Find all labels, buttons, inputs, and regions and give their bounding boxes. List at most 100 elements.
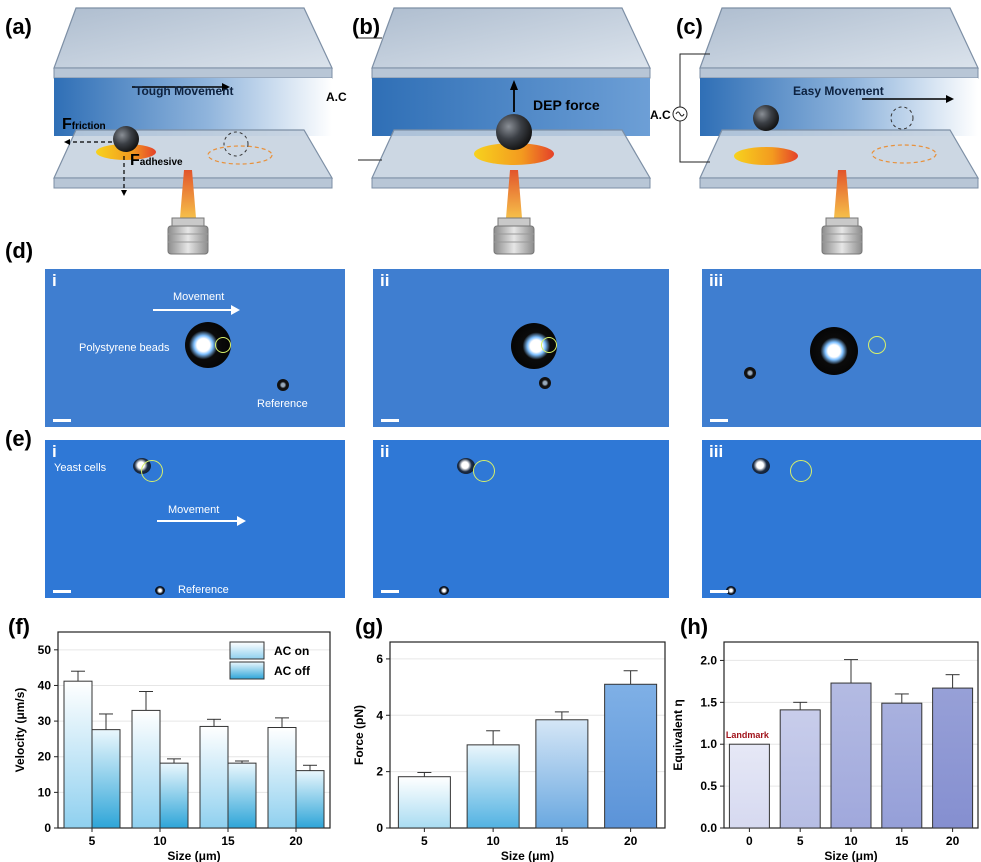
- y-tick-label: 0: [376, 821, 383, 835]
- bar: [159, 762, 189, 829]
- y-tick-label: 50: [38, 643, 52, 657]
- yeast-cells-label: Yeast cells: [54, 462, 107, 474]
- y-tick-label: 0.0: [700, 821, 717, 835]
- panel-label-a: (a): [5, 14, 32, 39]
- movement-arrow: [157, 520, 239, 522]
- legend-label-ac-on: AC on: [274, 644, 309, 658]
- schematic-b: [358, 7, 652, 255]
- bar: [604, 683, 658, 829]
- plot-frame: [57, 631, 331, 829]
- bar: [728, 743, 770, 829]
- adhesive-subscript: adhesive: [139, 157, 183, 168]
- adhesive-force-symbol: F: [130, 152, 140, 169]
- friction-subscript: friction: [71, 121, 106, 132]
- bar: [932, 687, 974, 829]
- reference-particle: [439, 586, 449, 595]
- y-tick-label: 2: [376, 765, 383, 779]
- ac-wiring-c: [672, 53, 710, 163]
- x-tick-label: 20: [946, 834, 960, 848]
- scale-bar: [53, 590, 71, 593]
- panel-label-h: (h): [680, 614, 709, 639]
- scale-bar: [381, 419, 399, 422]
- movement-label: Movement: [173, 291, 225, 303]
- schematic-c: [699, 7, 980, 255]
- arrow-head-icon: [231, 305, 240, 315]
- movement-arrow: [153, 309, 233, 311]
- schematic-a: [53, 7, 334, 255]
- panel-label-f: (f): [8, 614, 30, 639]
- panel-label-e: (e): [5, 426, 32, 451]
- beads-label: Polystyrene beads: [79, 342, 170, 354]
- bar: [91, 729, 121, 829]
- origin-marker-circle: [473, 460, 495, 482]
- x-tick-label: 0: [746, 834, 753, 848]
- x-tick-label: 20: [624, 834, 638, 848]
- micrograph-d-iii: iii: [702, 269, 981, 427]
- dep-force-label: DEP force: [533, 97, 600, 113]
- x-tick-label: 10: [153, 834, 167, 848]
- micro-index: iii: [709, 271, 724, 290]
- legend-swatch-ac-off: [229, 661, 265, 680]
- bar: [131, 709, 161, 829]
- y-tick-label: 1.0: [700, 737, 717, 751]
- y-tick-label: 20: [38, 750, 52, 764]
- bar: [227, 762, 257, 829]
- reference-particle: [277, 379, 289, 391]
- origin-marker-circle: [868, 336, 886, 354]
- x-axis-label: Size (μm): [824, 849, 877, 862]
- y-tick-label: 6: [376, 652, 383, 666]
- scale-bar: [710, 590, 728, 593]
- bar: [881, 702, 923, 829]
- panel-label-d: (d): [5, 238, 34, 263]
- legend-label-ac-off: AC off: [274, 664, 311, 678]
- bar: [295, 770, 325, 829]
- bar: [199, 725, 229, 829]
- bar: [466, 744, 520, 829]
- micrograph-e-iii: iii: [702, 440, 981, 598]
- polystyrene-bead: [810, 327, 858, 375]
- y-tick-label: 0: [44, 821, 51, 835]
- landmark-annotation: Landmark: [726, 730, 770, 740]
- friction-force-label: Ffriction: [62, 116, 106, 134]
- tough-movement-label: Tough Movement: [135, 84, 234, 98]
- micro-index: iii: [709, 442, 724, 461]
- movement-label: Movement: [168, 504, 220, 516]
- x-tick-label: 15: [555, 834, 569, 848]
- micrograph-d-i: i Movement Polystyrene beads Reference: [45, 269, 345, 427]
- adhesive-force-label: Fadhesive: [130, 152, 183, 170]
- reference-label: Reference: [178, 584, 229, 596]
- reference-label: Reference: [257, 398, 308, 410]
- y-axis-label: Equivalent η: [671, 699, 685, 770]
- panel-label-b: (b): [352, 14, 381, 39]
- yeast-cell: [752, 458, 770, 474]
- x-tick-label: 10: [844, 834, 858, 848]
- bar: [779, 709, 821, 829]
- x-tick-label: 10: [486, 834, 500, 848]
- reference-particle: [726, 586, 736, 595]
- x-axis-label: Size (μm): [501, 849, 554, 862]
- bar: [535, 719, 589, 829]
- origin-marker-circle: [790, 460, 812, 482]
- y-tick-label: 4: [376, 708, 383, 722]
- micro-index: i: [52, 271, 57, 290]
- micrograph-e-i: i Yeast cells Movement Reference: [45, 440, 345, 598]
- y-tick-label: 40: [38, 678, 52, 692]
- x-tick-label: 20: [289, 834, 303, 848]
- origin-marker-circle: [541, 337, 557, 353]
- x-tick-label: 5: [797, 834, 804, 848]
- x-tick-label: 5: [89, 834, 96, 848]
- micrograph-d-ii: ii: [373, 269, 669, 427]
- micro-index: ii: [380, 442, 390, 461]
- plot-frame: [389, 641, 666, 829]
- chart-h: 0.0 0.5 1.0 1.5 2.0 0 5 10 15 20 Size (μm) Equivale…: [671, 641, 979, 862]
- chart-g: 0 2 4 6 5 10 15 20 Size (μm) Force (pN): [352, 641, 666, 862]
- ac-source-c-label: A.C: [650, 108, 671, 122]
- x-tick-label: 15: [895, 834, 909, 848]
- y-tick-label: 2.0: [700, 653, 717, 667]
- x-axis-label: Size (μm): [167, 849, 220, 862]
- scale-bar: [53, 419, 71, 422]
- origin-marker-circle: [215, 337, 231, 353]
- micrograph-e-ii: ii: [373, 440, 669, 598]
- yeast-cell: [457, 458, 475, 474]
- reference-particle: [539, 377, 551, 389]
